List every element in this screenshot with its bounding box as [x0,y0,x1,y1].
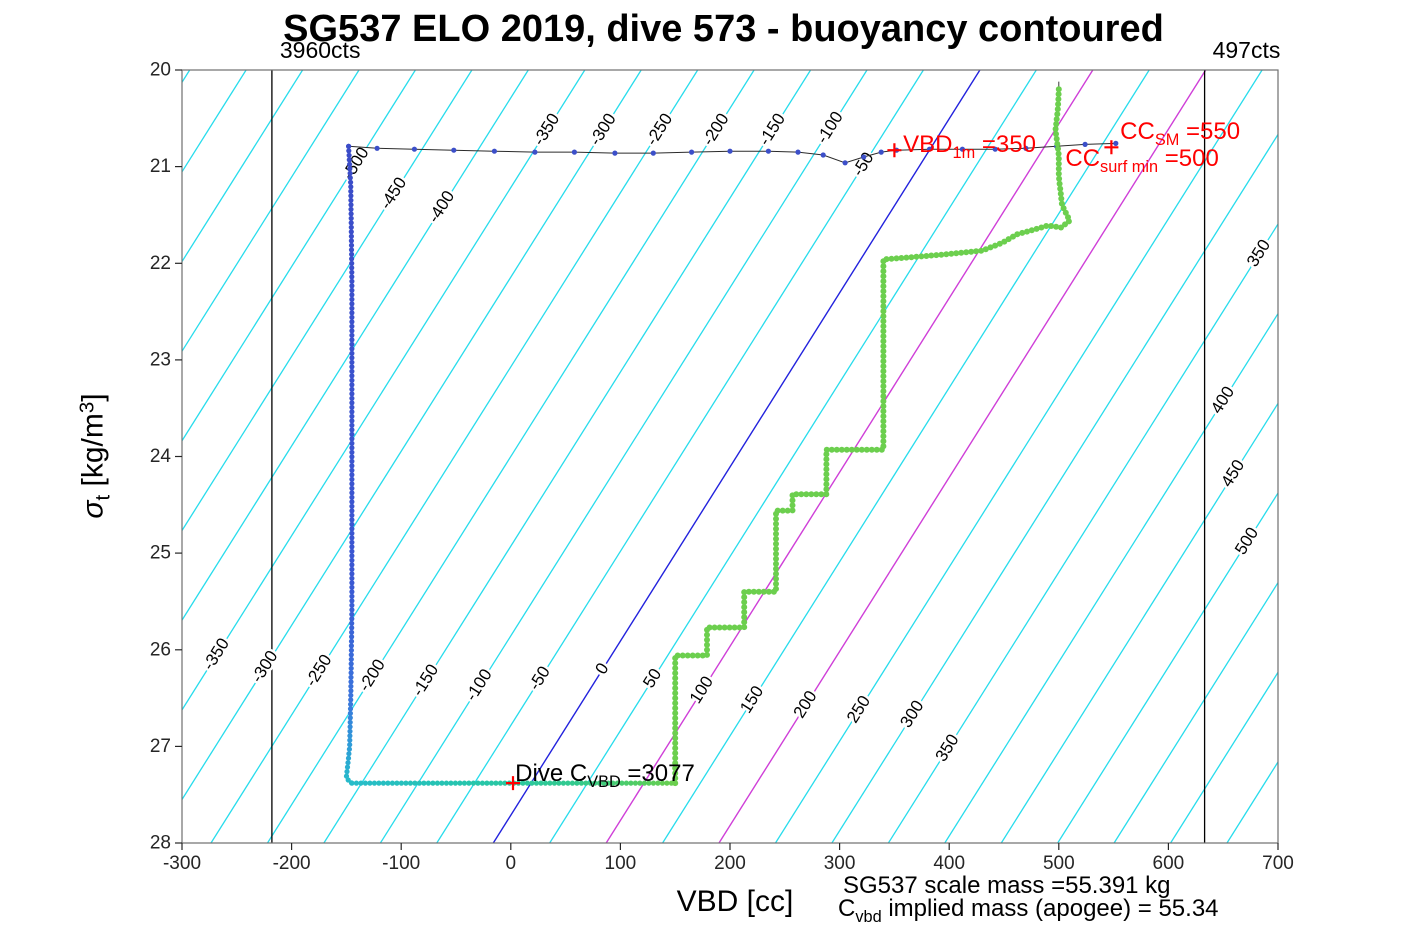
counts-labels: 3960cts 497cts [280,37,1280,63]
svg-text:-450: -450 [376,174,410,213]
svg-text:-100: -100 [382,853,420,874]
y-tick-labels: 20 21 22 23 24 25 26 27 28 [150,60,172,854]
axis-ticks [175,69,1279,850]
svg-text:400: 400 [933,853,965,874]
svg-text:-200: -200 [698,110,732,149]
svg-text:450: 450 [1217,456,1248,490]
x-axis-label: VBD [cc] [676,885,794,918]
climb-trace [672,81,1072,787]
svg-text:-350: -350 [529,110,563,149]
svg-text:-300: -300 [247,647,281,686]
cvbd-subscript: vbd [855,907,882,926]
svg-text:-500: -500 [338,144,372,183]
axes-box [181,69,1279,844]
svg-text:50: 50 [639,665,665,691]
svg-text:300: 300 [896,697,927,731]
svg-text:200: 200 [790,687,821,721]
svg-text:-250: -250 [301,651,335,690]
implied-mass-text: Cvbd implied mass (apogee) = 55.34 [838,895,1219,927]
svg-text:150: 150 [736,682,767,716]
svg-text:350: 350 [932,731,963,765]
descent-trace [343,143,355,786]
svg-text:20: 20 [150,60,171,81]
svg-text:100: 100 [686,673,717,707]
svg-text:400: 400 [1207,383,1238,417]
svg-text:-200: -200 [355,656,389,695]
svg-text:-150: -150 [408,661,442,700]
svg-text:26: 26 [150,639,171,660]
x-tick-labels: -300 -200 -100 0 100 200 300 400 500 600 700 [163,853,1294,874]
svg-text:0: 0 [591,659,612,677]
svg-text:500: 500 [1231,524,1262,558]
svg-text:-400: -400 [424,187,458,226]
svg-text:-300: -300 [586,110,620,149]
svg-text:497cts: 497cts [1213,37,1281,63]
svg-text:23: 23 [150,349,171,370]
svg-text:250: 250 [843,692,874,726]
svg-text:3960cts: 3960cts [280,37,361,63]
svg-text:21: 21 [150,156,171,177]
svg-text:-50: -50 [525,663,554,694]
svg-text:28: 28 [150,833,171,854]
svg-text:27: 27 [150,736,171,757]
svg-text:200: 200 [714,853,746,874]
chart-title: SG537 ELO 2019, dive 573 - buoyancy cont… [283,8,1164,50]
scale-mass-text: SG537 scale mass =55.391 kg [843,872,1171,899]
svg-text:0: 0 [506,853,517,874]
svg-text:24: 24 [150,446,172,467]
svg-text:-100: -100 [462,665,496,704]
svg-text:600: 600 [1153,853,1185,874]
svg-text:-350: -350 [199,635,233,674]
svg-text:-50: -50 [848,149,877,180]
svg-text:-200: -200 [273,853,311,874]
surface-trace [346,140,1119,166]
svg-text:700: 700 [1262,853,1294,874]
svg-text:350: 350 [1243,236,1274,270]
implied-mass-value: implied mass (apogee) = 55.34 [881,895,1219,923]
svg-text:500: 500 [1043,853,1075,874]
counts-ref-lines [271,70,1206,843]
contour-lines [182,70,1278,843]
plus-markers [506,140,1119,791]
svg-text:-300: -300 [163,853,201,874]
svg-text:-250: -250 [642,110,676,149]
pump-trace [349,780,675,786]
svg-text:100: 100 [605,853,637,874]
svg-text:-150: -150 [755,110,789,149]
svg-text:25: 25 [150,543,171,564]
cvbd-symbol: C [838,895,856,923]
svg-text:22: 22 [150,253,171,274]
svg-text:300: 300 [824,853,856,874]
svg-text:-100: -100 [813,108,847,147]
